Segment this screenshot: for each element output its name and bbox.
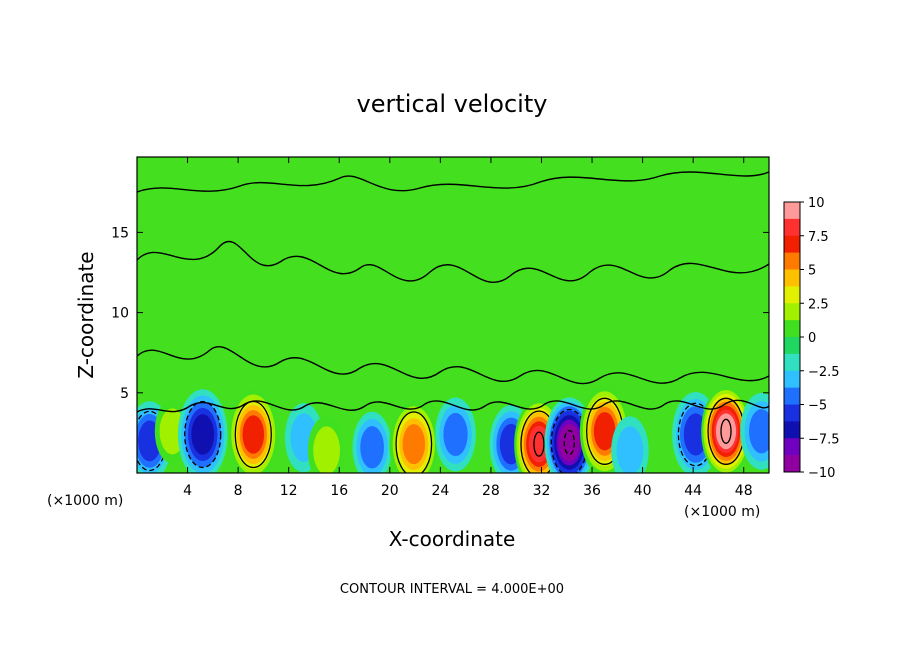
velocity-cell <box>352 411 392 473</box>
velocity-cell <box>307 416 346 473</box>
colorbar-swatch <box>784 387 800 405</box>
colorbar-swatch <box>784 337 800 355</box>
x-unit-right: (×1000 m) <box>684 504 760 520</box>
colorbar-label: 7.5 <box>808 230 829 245</box>
colorbar-label: 5 <box>808 264 816 279</box>
velocity-cell <box>435 397 476 472</box>
y-tick-label: 10 <box>111 306 129 322</box>
colorbar-swatch <box>784 438 800 456</box>
x-tick-label: 4 <box>183 483 192 499</box>
velocity-cell <box>177 389 228 473</box>
y-tick-label: 15 <box>111 225 129 241</box>
colorbar-swatch <box>784 235 800 254</box>
colorbar: 10 7.5 5 2.5 0 −2.5 −5 −7.5 −10 <box>783 196 840 481</box>
y-axis-title: Z-coordinate <box>74 251 98 378</box>
colorbar-swatch <box>784 303 800 321</box>
x-tick-label: 24 <box>431 483 449 499</box>
x-tick-label: 20 <box>381 483 399 499</box>
contour-line-zero-base <box>137 399 769 413</box>
velocity-cell <box>611 416 649 473</box>
x-tick-label: 44 <box>684 483 702 499</box>
x-tick-label: 36 <box>583 483 601 499</box>
x-tick-label: 12 <box>280 483 298 499</box>
colorbar-label: 10 <box>808 196 825 211</box>
velocity-cell <box>228 389 279 473</box>
y-tick-label: 5 <box>120 386 129 402</box>
colorbar-swatch <box>784 370 800 389</box>
chart-title: vertical velocity <box>357 90 548 118</box>
colorbar-label: −7.5 <box>808 432 840 447</box>
colorbar-swatch <box>784 286 800 304</box>
x-tick-label: 28 <box>482 483 500 499</box>
contour-lines <box>137 171 769 413</box>
colorbar-swatch <box>784 404 800 422</box>
x-tick-label: 8 <box>234 483 243 499</box>
x-axis: 4 8 12 16 20 24 28 32 36 40 44 48 <box>183 157 753 499</box>
colorbar-swatch <box>784 252 800 270</box>
colorbar-label: −2.5 <box>808 365 840 380</box>
colorbar-label: 2.5 <box>808 297 829 312</box>
x-tick-label: 32 <box>533 483 551 499</box>
colorbar-swatch <box>784 218 800 237</box>
colorbar-swatch <box>784 455 800 473</box>
x-unit-left: (×1000 m) <box>47 493 123 509</box>
plot-frame <box>136 156 770 474</box>
colorbar-swatch <box>784 421 800 439</box>
contour-interval-note: CONTOUR INTERVAL = 4.000E+00 <box>340 582 564 597</box>
x-tick-label: 16 <box>330 483 348 499</box>
colorbar-swatch <box>784 202 800 220</box>
x-tick-label: 40 <box>634 483 652 499</box>
velocity-cell <box>740 392 769 470</box>
velocity-field <box>137 386 769 473</box>
plot-area <box>136 156 770 474</box>
y-axis: 5 10 15 <box>111 225 769 402</box>
contour-line-zero-upper <box>137 171 769 193</box>
x-axis-title: X-coordinate <box>389 527 516 551</box>
colorbar-swatch <box>784 353 800 372</box>
colorbar-label: −10 <box>808 466 835 481</box>
velocity-cell <box>389 400 439 473</box>
contour-line-zero-low <box>137 346 769 385</box>
colorbar-swatch <box>784 269 800 287</box>
velocity-cell <box>701 386 751 473</box>
colorbar-swatch <box>784 320 800 338</box>
x-tick-label: 48 <box>735 483 753 499</box>
colorbar-label: 0 <box>808 331 816 346</box>
contour-line-zero-mid <box>137 240 769 283</box>
colorbar-label: −5 <box>808 399 827 414</box>
